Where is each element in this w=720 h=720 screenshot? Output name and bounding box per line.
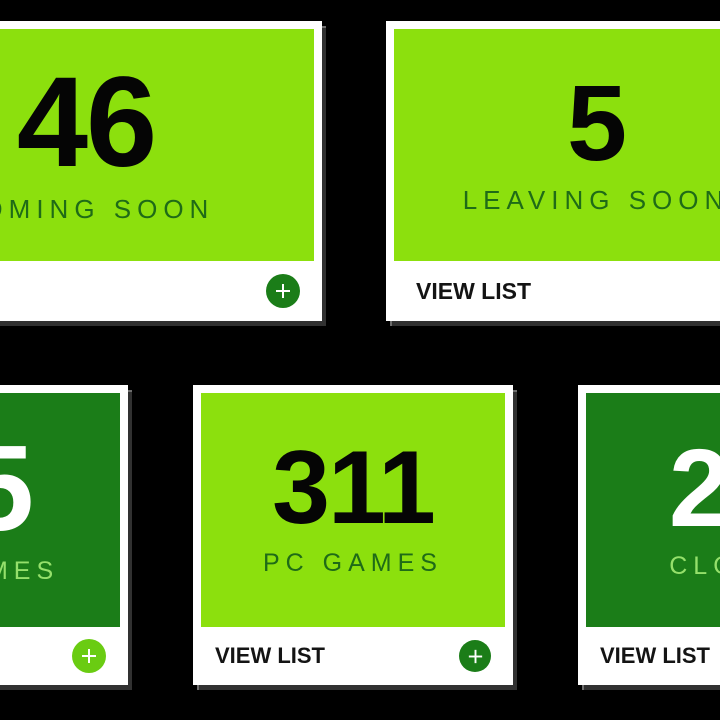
card-label: LEAVING SOON [462,185,720,216]
card-footer-pc-games: VIEW LIST [201,627,505,685]
card-footer-cloud-games: VIEW LIST [586,627,720,685]
stat-card-leaving-soon[interactable]: 5 LEAVING SOON VIEW LIST [386,21,720,321]
stat-card-pc-games[interactable]: 311 PC GAMES VIEW LIST [193,385,513,685]
card-number: 5 [0,427,34,549]
card-number: 20 [668,427,720,550]
card-label: GAMES [0,557,60,586]
card-body-leaving-soon: 5 LEAVING SOON [394,29,720,261]
view-list-button[interactable]: VIEW LIST [600,643,710,668]
card-footer-xbox-games [0,627,120,685]
card-label: COMING SOON [0,194,215,225]
stat-card-xbox-games[interactable]: 5 GAMES [0,385,128,685]
card-body-coming-soon: 46 COMING SOON [0,29,314,261]
card-label: PC GAMES [263,549,443,578]
card-inner: 5 LEAVING SOON VIEW LIST [394,29,720,321]
card-inner: 5 GAMES [0,393,120,685]
card-body-cloud-games: 20 CLOUD [586,393,720,627]
card-body-xbox-games: 5 GAMES [0,393,120,627]
plus-icon[interactable] [72,639,106,673]
view-list-button[interactable]: VIEW LIST [416,277,531,304]
stat-card-cloud-games[interactable]: 20 CLOUD VIEW LIST [578,385,720,685]
card-label: CLOUD [669,552,720,580]
view-list-button[interactable]: VIEW LIST [215,643,325,668]
card-number: 5 [566,61,627,183]
plus-icon[interactable] [459,640,491,672]
card-inner: 46 COMING SOON [0,29,314,321]
card-footer-coming-soon [0,261,314,321]
plus-icon[interactable] [266,274,300,308]
card-number: 311 [272,429,436,546]
card-body-pc-games: 311 PC GAMES [201,393,505,627]
card-inner: 20 CLOUD VIEW LIST [586,393,720,685]
card-inner: 311 PC GAMES VIEW LIST [201,393,505,685]
card-number: 46 [16,50,157,194]
stat-card-coming-soon[interactable]: 46 COMING SOON [0,21,322,321]
card-footer-leaving-soon: VIEW LIST [394,261,720,321]
